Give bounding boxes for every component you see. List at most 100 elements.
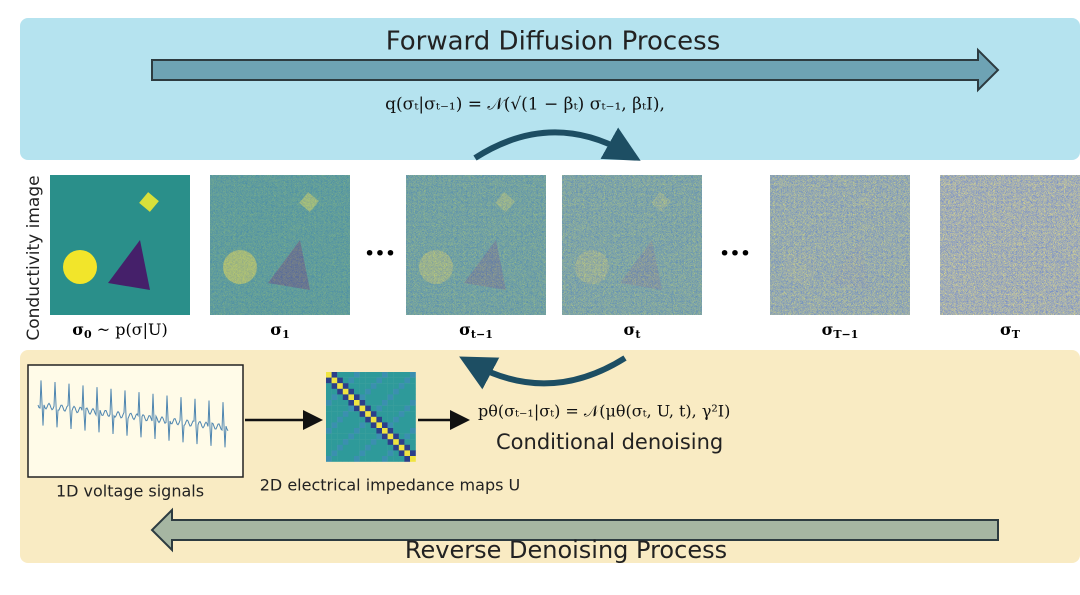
matrix-cell [410,372,416,378]
image-background [50,175,190,315]
matrix-cell [376,372,383,378]
matrix-cell [387,411,394,417]
matrix-cell [354,433,360,440]
matrix-cell [387,444,394,451]
matrix-cell [382,377,388,384]
matrix-cell [404,372,411,378]
matrix-cell [410,439,416,445]
matrix-cell [387,405,394,412]
matrix-cell [342,383,349,389]
curved-arrow [473,127,641,161]
matrix-cell [348,433,355,440]
matrix-cell [387,383,394,389]
subscript: 1 [282,328,290,341]
matrix-cell [410,450,416,457]
matrix-cell [370,444,377,451]
matrix-cell [331,444,338,451]
matrix-cell [398,400,405,406]
matrix-cell [393,416,399,423]
matrix-cell [393,428,399,434]
matrix-cell [382,428,388,434]
matrix-cell [393,394,399,401]
matrix-cell [370,388,377,395]
signals-label: 1D voltage signals [56,482,204,501]
matrix-cell [365,388,371,395]
matrix-cell [348,372,355,378]
matrix-cell [354,416,360,423]
matrix-cell [342,439,349,445]
matrix-cell [370,411,377,417]
symbol: σ [72,320,84,339]
matrix-cell [348,383,355,389]
subscript: t−1 [471,328,493,341]
matrix-cell [326,422,332,429]
matrix-cell [393,411,399,417]
matrix-cell [348,428,355,434]
matrix-cell [354,450,360,457]
matrix-cell [342,450,349,457]
matrix-cell [387,456,394,462]
matrix-cell [331,377,338,384]
matrix-cell [365,377,371,384]
matrix-cell [326,439,332,445]
matrix-cell [382,422,388,429]
matrix-cell [342,411,349,417]
matrix-cell [342,428,349,434]
matrix-cell [370,428,377,434]
matrix-cell [348,394,355,401]
matrix-cell [359,456,366,462]
matrix-cell [410,433,416,440]
matrix-cell [359,433,366,440]
matrix-cell [354,383,360,389]
matrix-cell [398,450,405,457]
matrix-cell [348,405,355,412]
matrix-cell [326,372,332,378]
matrix-cell [404,450,411,457]
matrix-cell [387,400,394,406]
matrix-cell [410,383,416,389]
matrix-cell [331,416,338,423]
matrix-cell [326,428,332,434]
matrix-cell [365,450,371,457]
matrix-cell [387,422,394,429]
matrix-cell [342,394,349,401]
panel-label: σT [1000,320,1021,342]
matrix-cell [370,416,377,423]
matrix-cell [404,383,411,389]
matrix-cell [370,433,377,440]
conductivity-image: σT−1 [770,175,910,341]
matrix-cell [382,433,388,440]
matrix-cell [398,439,405,445]
matrix-cell [337,456,343,462]
matrix-cell [354,422,360,429]
matrix-cell [337,439,343,445]
matrix-cell [348,388,355,395]
matrix-cell [410,400,416,406]
matrix-cell [404,416,411,423]
matrix-cell [359,383,366,389]
matrix-cell [404,388,411,395]
matrix-cell [365,416,371,423]
matrix-cell [376,416,383,423]
square-inclusion [139,192,159,212]
matrix-cell [410,428,416,434]
matrix-cell [326,400,332,406]
matrix-cell [354,400,360,406]
matrix-cell [410,444,416,451]
matrix-cell [365,439,371,445]
matrix-cell [382,416,388,423]
matrix-cell [404,422,411,429]
symbol: σ [822,320,834,339]
matrix-cell [404,433,411,440]
matrix-cell [370,383,377,389]
matrix-cell [342,433,349,440]
matrix-cell [337,400,343,406]
matrix-cell [398,428,405,434]
matrix-cell [370,372,377,378]
matrix-cell [337,416,343,423]
matrix-cell [387,450,394,457]
matrix-cell [393,439,399,445]
matrix-cell [337,388,343,395]
matrix-cell [393,456,399,462]
matrix-cell [359,411,366,417]
